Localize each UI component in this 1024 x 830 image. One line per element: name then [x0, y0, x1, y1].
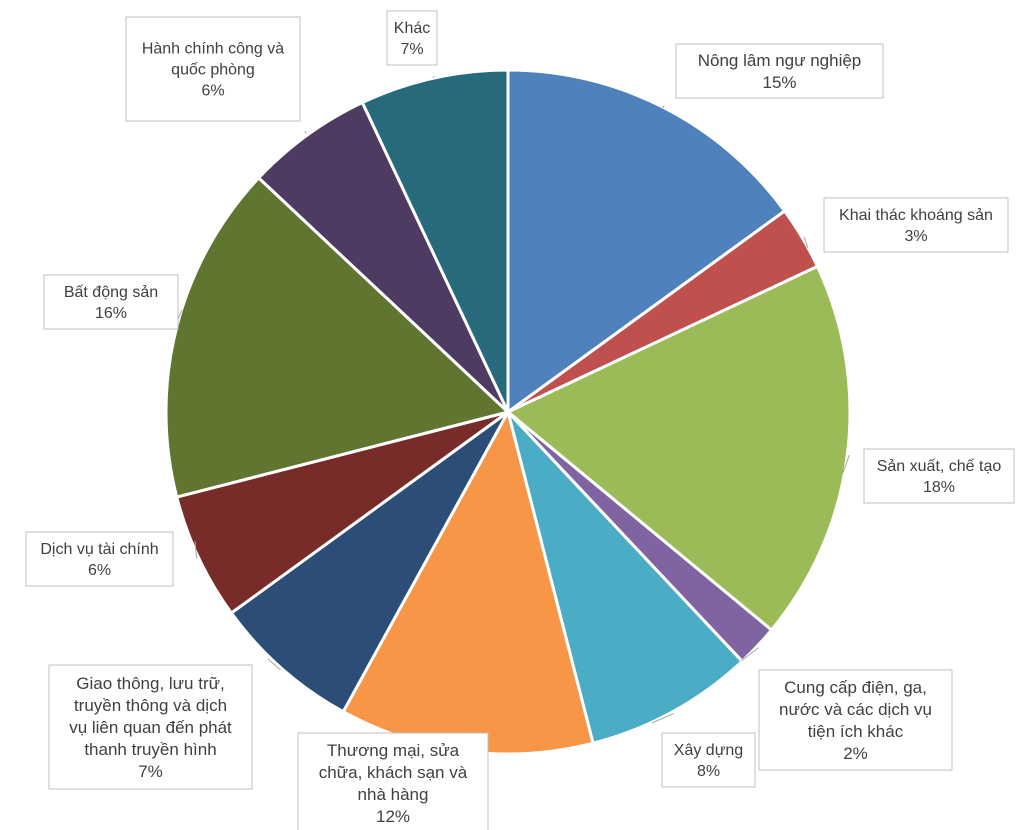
data-label-2: Khai thác khoáng sản 3% — [823, 197, 1009, 253]
data-label-box — [758, 669, 953, 771]
leader-line-5 — [651, 712, 674, 724]
leader-line-8 — [194, 540, 198, 559]
data-label-7: Giao thông, lưu trữ, truyền thông và dịch… — [48, 664, 253, 790]
pie-slice-3 — [506, 264, 852, 632]
data-label-percent: 2% — [843, 744, 868, 763]
data-label-percent: 6% — [201, 83, 224, 100]
data-label-box — [661, 732, 756, 788]
leader-line-1 — [662, 105, 665, 109]
data-label-percent: 15% — [762, 73, 796, 92]
data-label-percent: 18% — [923, 479, 955, 496]
callouts-layer: Nông lâm ngư nghiệp 15% Khai thác khoáng s… — [25, 10, 1015, 830]
data-label-percent: 6% — [88, 562, 111, 579]
leader-line-2 — [803, 236, 809, 249]
slices-layer — [164, 68, 852, 756]
data-label-4: Cung cấp điện, ga, nước và các dịch vụ tiệ… — [758, 669, 953, 771]
data-label-box — [386, 10, 438, 66]
pie-slice-8 — [175, 410, 510, 615]
data-label-category: Hành chính công và — [142, 41, 284, 58]
data-label-box — [48, 664, 253, 790]
data-label-percent: 16% — [95, 305, 127, 322]
data-label-6: Thương mại, sửa chữa, khách sạn và nhà hàn… — [297, 732, 489, 830]
data-label-1: Nông lâm ngư nghiệp 15% — [675, 43, 884, 99]
data-label-category: Bất động sản — [64, 284, 158, 301]
leader-line-11 — [432, 76, 435, 79]
data-label-8: Dịch vụ tài chính 6% — [25, 531, 174, 587]
data-label-category: Nông lâm ngư nghiệp — [698, 51, 862, 70]
pie-slice-7 — [229, 410, 510, 714]
data-label-category: truyền thông và dịch — [74, 696, 227, 715]
data-label-category: thanh truyền hình — [84, 740, 216, 759]
data-label-box — [43, 274, 179, 330]
leader-line-3 — [842, 454, 850, 474]
pie-slice-10 — [257, 101, 510, 414]
data-label-11: Khác 7% — [386, 10, 438, 66]
data-label-category: Xây dựng — [674, 742, 743, 759]
data-label-category: Dịch vụ tài chính — [40, 541, 158, 558]
data-label-category: chữa, khách sạn và — [319, 763, 468, 782]
data-label-percent: 7% — [138, 762, 163, 781]
data-label-category: quốc phòng — [171, 62, 255, 79]
data-label-box — [863, 448, 1015, 504]
data-label-5: Xây dựng 8% — [661, 732, 756, 788]
data-label-box — [25, 531, 174, 587]
pie-slice-5 — [506, 410, 744, 745]
data-label-box — [675, 43, 884, 99]
data-label-box — [125, 16, 301, 122]
leader-line-7 — [267, 658, 281, 671]
leader-line-4 — [740, 647, 760, 662]
data-label-category: Sản xuất, chế tạo — [877, 458, 1002, 475]
leader-line-10 — [304, 130, 307, 134]
data-label-percent: 3% — [904, 228, 927, 245]
data-label-category: Khai thác khoáng sản — [839, 207, 993, 224]
data-label-category: Cung cấp điện, ga, — [784, 678, 927, 697]
pie-slice-11 — [360, 68, 510, 414]
data-label-3: Sản xuất, chế tạo 18% — [863, 448, 1015, 504]
data-label-category: vụ liên quan đến phát — [69, 718, 232, 737]
data-label-category: tiện ích khác — [808, 722, 904, 741]
data-label-category: Khác — [394, 20, 430, 37]
data-label-percent: 7% — [400, 41, 423, 58]
data-label-box — [823, 197, 1009, 253]
data-label-percent: 12% — [376, 807, 410, 826]
data-label-category: nước và các dịch vụ — [779, 700, 932, 719]
data-label-category: Giao thông, lưu trữ, — [76, 674, 224, 693]
data-label-category: Thương mại, sửa — [327, 741, 460, 760]
data-label-box — [297, 732, 489, 830]
data-label-category: nhà hàng — [358, 785, 429, 804]
data-label-10: Hành chính công và quốc phòng 6% — [125, 16, 301, 122]
data-label-9: Bất động sản 16% — [43, 274, 179, 330]
data-label-percent: 8% — [697, 763, 720, 780]
